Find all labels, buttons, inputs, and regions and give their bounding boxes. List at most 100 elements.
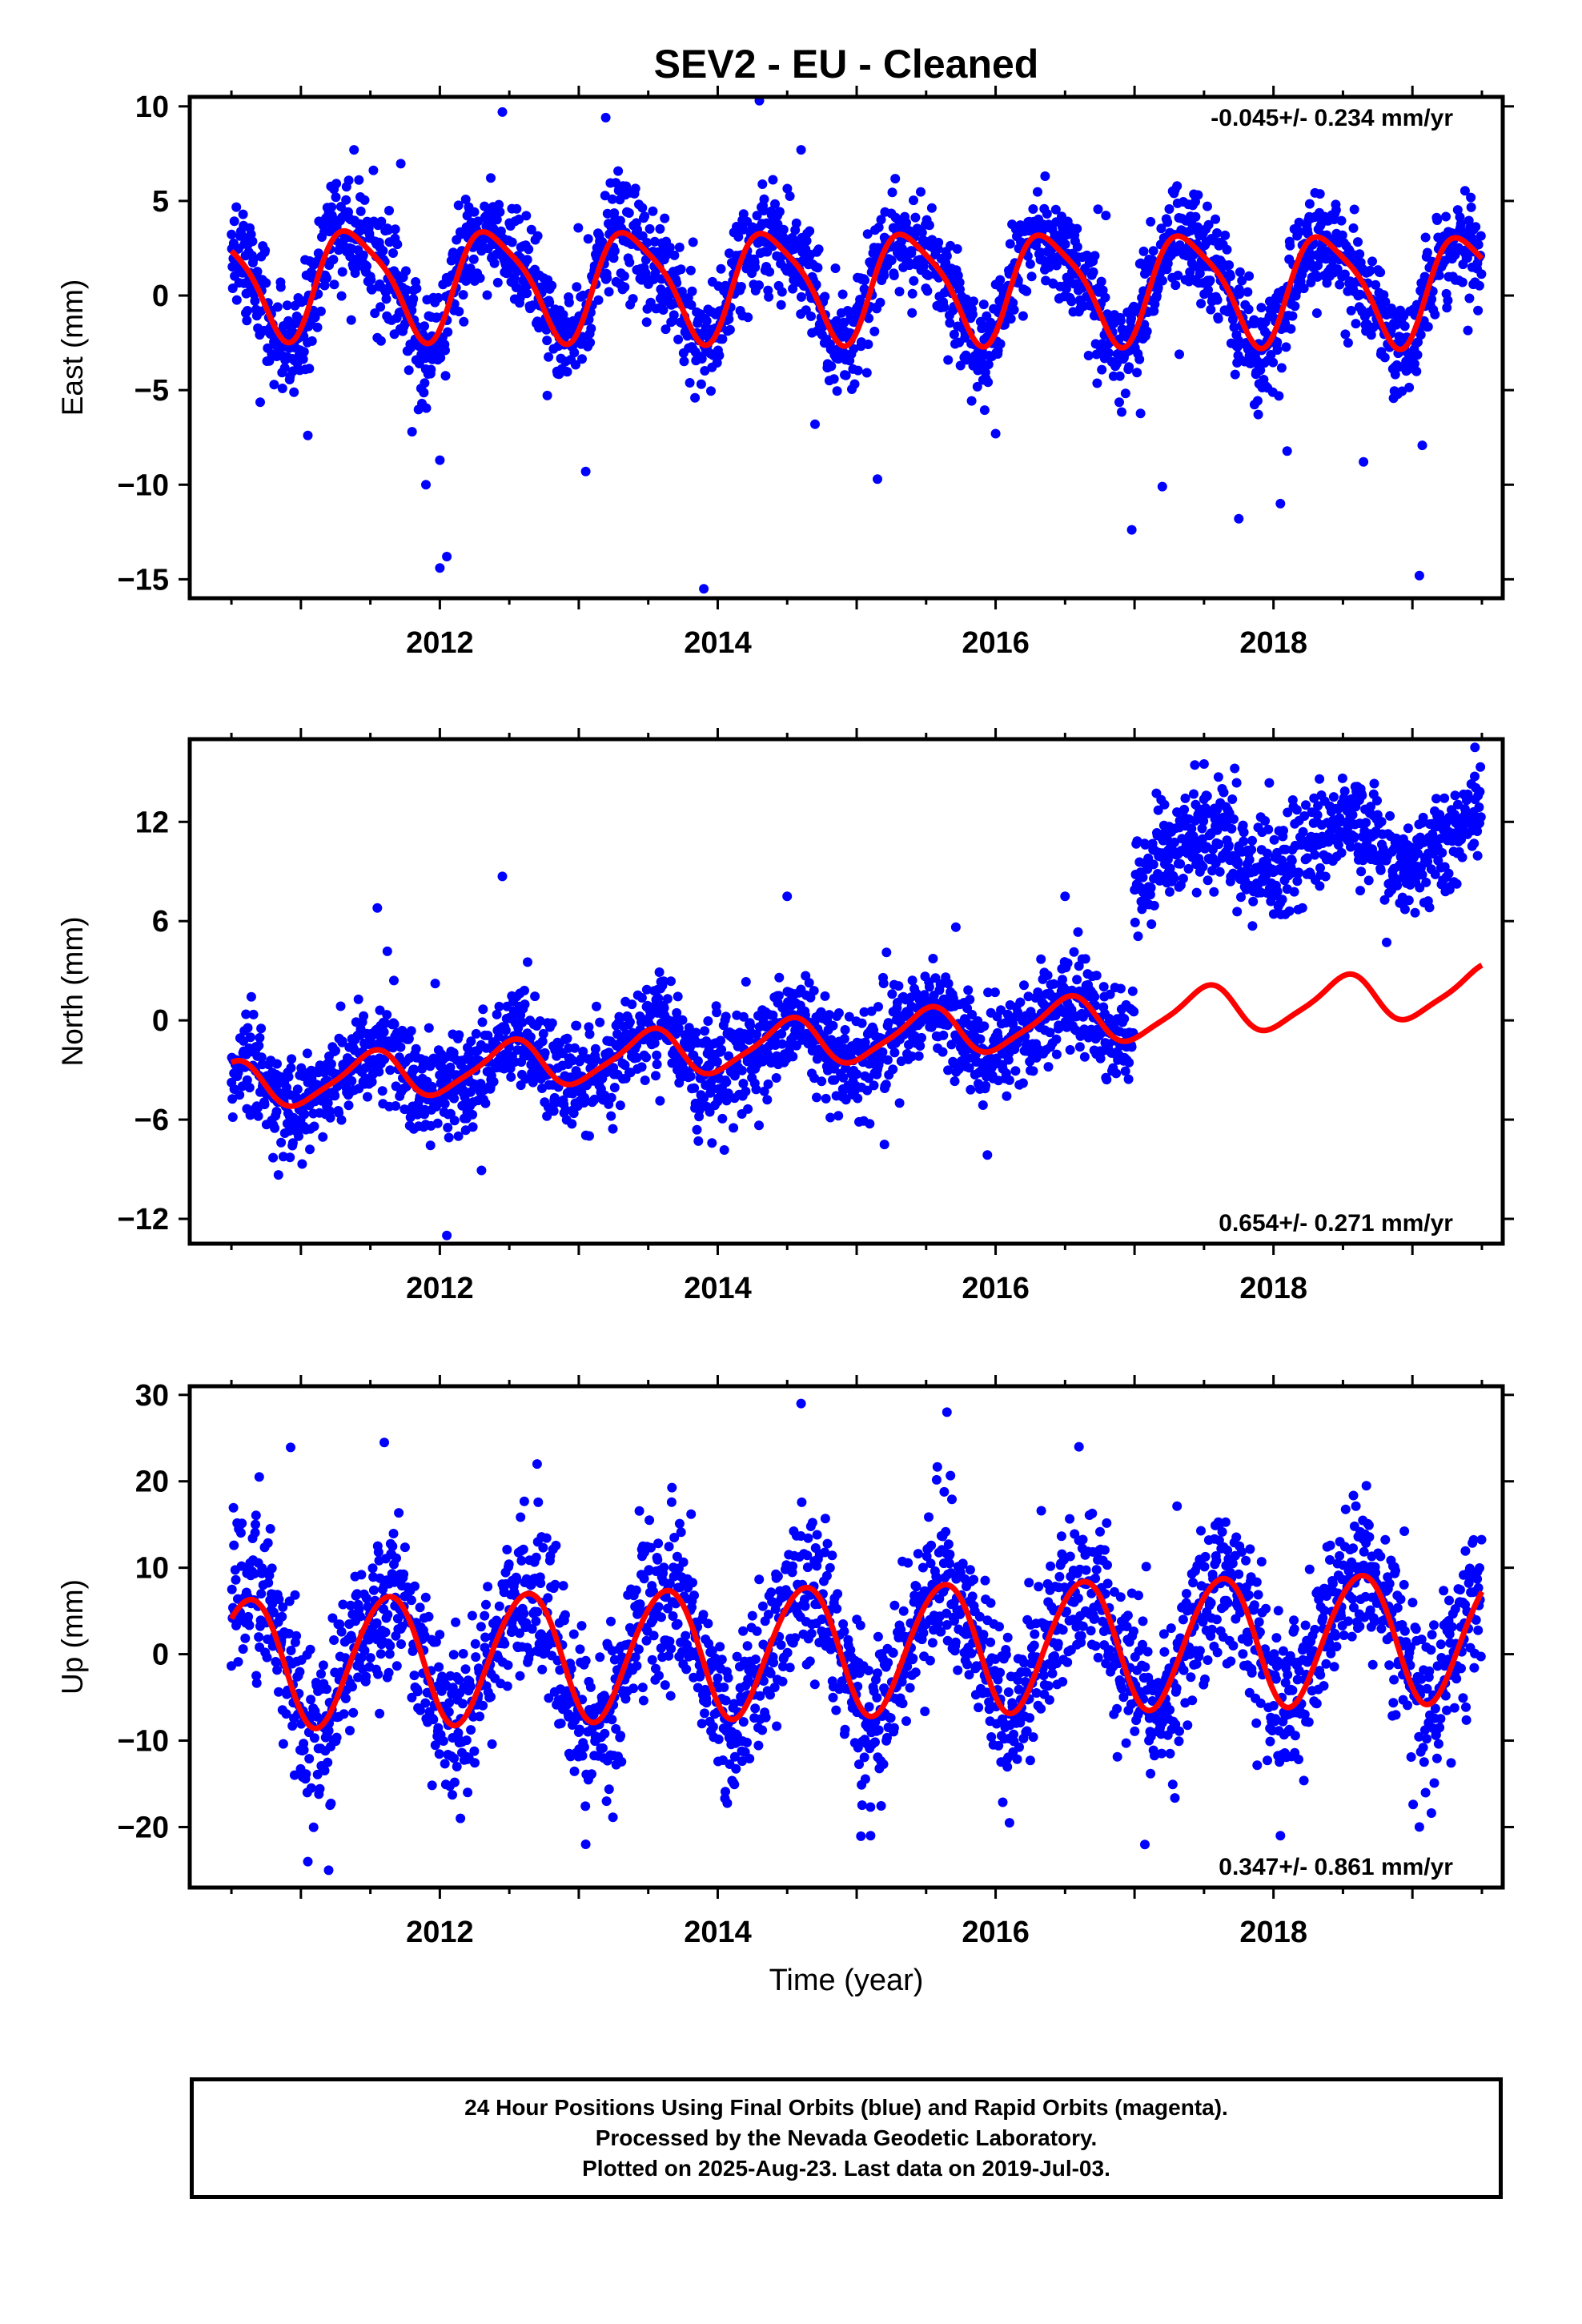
data-point [1219, 787, 1229, 798]
data-point [696, 379, 706, 389]
data-point [1209, 887, 1219, 897]
data-point [476, 1165, 487, 1176]
data-point [477, 1017, 488, 1027]
data-point [759, 194, 769, 204]
data-point [1441, 211, 1451, 222]
data-point [560, 1105, 571, 1116]
data-point [817, 1076, 827, 1087]
data-point [1130, 917, 1140, 927]
data-point [1140, 839, 1150, 850]
data-point [261, 278, 271, 288]
data-point [943, 355, 954, 365]
data-point [1290, 301, 1300, 312]
data-point [1309, 793, 1319, 803]
data-point [983, 987, 994, 998]
data-point [738, 1079, 749, 1088]
data-point [1355, 289, 1365, 300]
data-point [1430, 869, 1440, 879]
data-point [425, 1140, 436, 1151]
data-point [251, 1671, 262, 1681]
data-point [1148, 859, 1158, 870]
data-point [1148, 246, 1158, 256]
data-point [315, 306, 326, 316]
data-point [685, 378, 695, 388]
data-point [954, 1064, 964, 1074]
data-point [1195, 268, 1205, 279]
data-point [1463, 789, 1473, 799]
data-point [907, 288, 917, 299]
data-point [737, 1065, 747, 1076]
data-point [693, 1056, 703, 1066]
data-point [376, 216, 387, 227]
outlier-point [796, 145, 806, 155]
data-point [1476, 762, 1486, 772]
data-point [636, 993, 647, 1003]
data-point [1213, 314, 1223, 324]
data-point [600, 112, 611, 123]
data-point [1098, 982, 1109, 992]
data-point [331, 1046, 340, 1055]
data-point [285, 1152, 295, 1163]
data-point [615, 1100, 625, 1111]
data-point [231, 295, 242, 305]
data-point [1135, 408, 1146, 419]
data-point [375, 336, 386, 346]
data-point [839, 1034, 849, 1044]
data-point [853, 365, 863, 376]
data-point [396, 159, 406, 169]
data-point [1042, 970, 1053, 980]
data-point [1105, 989, 1115, 999]
data-point [1315, 774, 1325, 784]
data-point [1427, 294, 1437, 304]
data-point [547, 280, 557, 291]
data-point [669, 310, 679, 320]
data-point [1260, 816, 1271, 826]
data-point [1097, 364, 1107, 375]
data-point [336, 291, 347, 301]
data-point [754, 1120, 764, 1131]
data-point [833, 1008, 844, 1018]
data-point [568, 1088, 578, 1099]
data-point [310, 312, 320, 323]
data-point [738, 224, 749, 235]
data-point [468, 1109, 478, 1120]
data-point [1343, 338, 1353, 348]
y-tick-label: 0 [152, 1004, 169, 1038]
data-point [1101, 211, 1111, 221]
data-point [887, 989, 897, 999]
outlier-point [990, 428, 1001, 439]
data-point [754, 280, 764, 291]
data-point [660, 213, 670, 223]
data-point [1042, 209, 1052, 219]
data-point [1235, 289, 1245, 300]
data-point [592, 1001, 601, 1011]
data-point [1069, 947, 1079, 957]
data-point [436, 352, 446, 363]
data-point [577, 354, 587, 364]
data-point [253, 1111, 263, 1121]
data-point [1463, 325, 1473, 336]
data-point [454, 1030, 464, 1040]
east-rate-label: -0.045+/- 0.234 mm/yr [1211, 105, 1453, 131]
data-point [323, 1098, 333, 1108]
data-point [1132, 836, 1142, 846]
north-model-line [229, 963, 1484, 1109]
data-point [1090, 251, 1100, 261]
data-point [1403, 823, 1413, 834]
data-point [286, 1063, 296, 1073]
data-point [690, 392, 701, 403]
data-point [1186, 823, 1197, 834]
data-point [492, 1009, 502, 1019]
data-point [837, 289, 848, 300]
data-point [309, 1121, 319, 1132]
data-point [717, 1113, 728, 1124]
data-point [235, 1090, 245, 1100]
data-point [1473, 239, 1484, 250]
data-point [1072, 242, 1082, 252]
data-point [857, 1018, 867, 1028]
data-point [1126, 1042, 1137, 1052]
data-point [453, 1131, 464, 1141]
data-point [282, 300, 292, 311]
data-point [979, 405, 990, 416]
